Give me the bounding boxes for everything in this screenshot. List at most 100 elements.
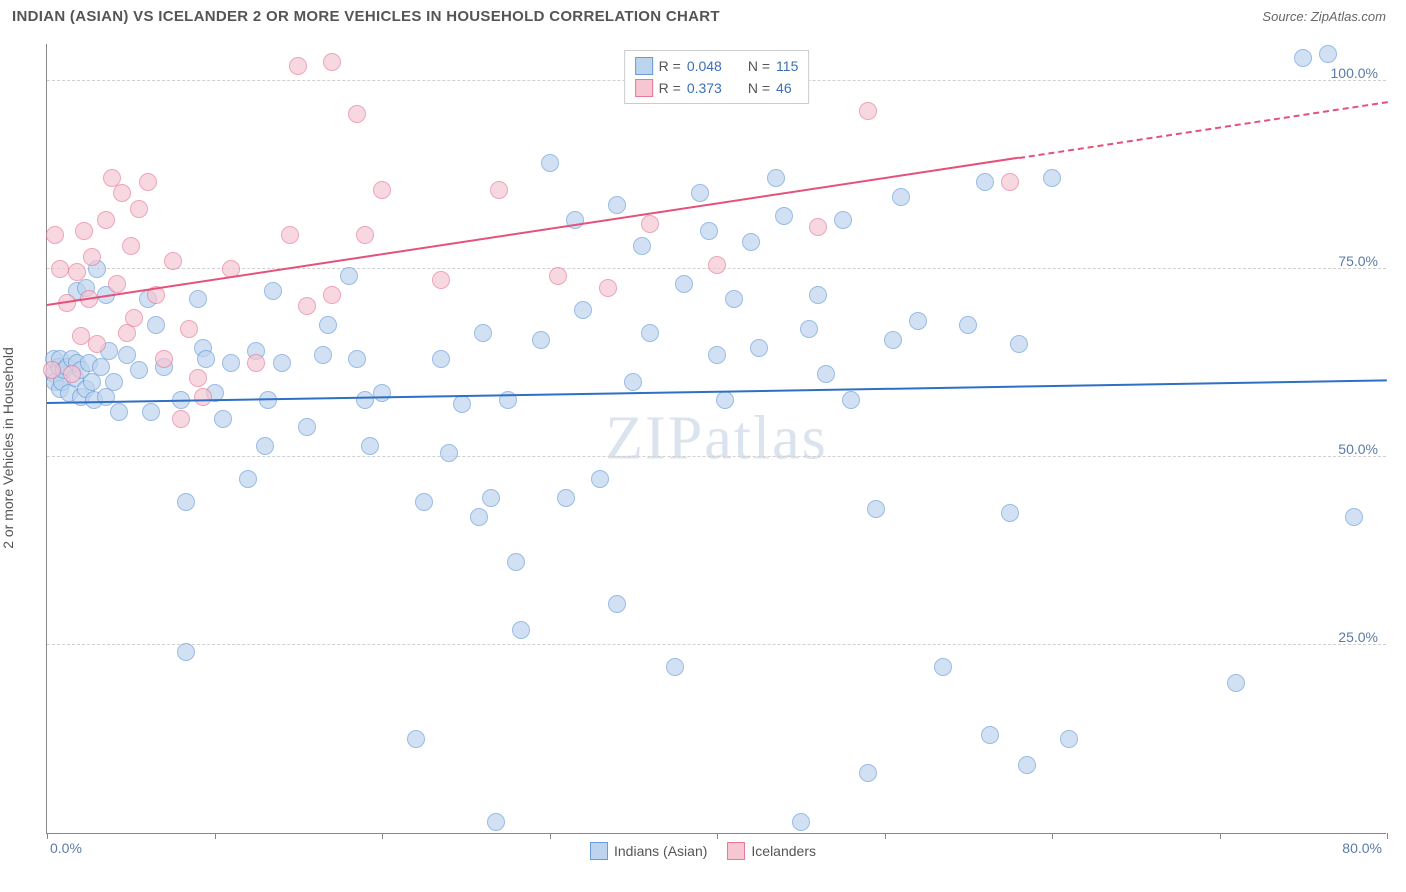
scatter-point <box>470 508 488 526</box>
scatter-point <box>264 282 282 300</box>
scatter-point <box>43 361 61 379</box>
y-tick-label: 50.0% <box>1338 441 1378 457</box>
scatter-point <box>319 316 337 334</box>
legend-n-label: N = <box>748 80 770 96</box>
scatter-point <box>281 226 299 244</box>
scatter-point <box>800 320 818 338</box>
legend-n-value: 115 <box>776 58 798 74</box>
scatter-point <box>716 391 734 409</box>
scatter-point <box>549 267 567 285</box>
scatter-point <box>289 57 307 75</box>
scatter-point <box>708 346 726 364</box>
gridline <box>47 456 1386 457</box>
scatter-point <box>792 813 810 831</box>
scatter-point <box>691 184 709 202</box>
legend-r-value: 0.373 <box>687 80 722 96</box>
x-tick <box>717 833 718 839</box>
scatter-point <box>934 658 952 676</box>
scatter-point <box>981 726 999 744</box>
watermark: ZIPatlas <box>605 403 828 474</box>
scatter-point <box>155 350 173 368</box>
scatter-point <box>1319 45 1337 63</box>
scatter-point <box>842 391 860 409</box>
scatter-point <box>474 324 492 342</box>
legend-swatch <box>635 57 653 75</box>
scatter-point <box>113 184 131 202</box>
scatter-point <box>708 256 726 274</box>
scatter-point <box>172 410 190 428</box>
scatter-point <box>440 444 458 462</box>
scatter-point <box>314 346 332 364</box>
scatter-point <box>884 331 902 349</box>
scatter-point <box>415 493 433 511</box>
scatter-point <box>130 361 148 379</box>
scatter-point <box>164 252 182 270</box>
source: Source: ZipAtlas.com <box>1262 9 1386 24</box>
scatter-point <box>348 105 366 123</box>
scatter-point <box>239 470 257 488</box>
scatter-chart: ZIPatlas 25.0%50.0%75.0%100.0%R =0.048N … <box>46 44 1386 834</box>
scatter-point <box>125 309 143 327</box>
x-tick <box>1387 833 1388 839</box>
scatter-point <box>361 437 379 455</box>
legend-item: Indians (Asian) <box>590 842 707 860</box>
scatter-point <box>105 373 123 391</box>
scatter-point <box>75 222 93 240</box>
x-tick <box>1052 833 1053 839</box>
scatter-point <box>273 354 291 372</box>
legend-item: Icelanders <box>727 842 816 860</box>
x-tick <box>1220 833 1221 839</box>
scatter-point <box>194 388 212 406</box>
scatter-point <box>532 331 550 349</box>
legend-swatch <box>635 79 653 97</box>
gridline <box>47 644 1386 645</box>
scatter-point <box>859 764 877 782</box>
scatter-point <box>641 324 659 342</box>
legend-stats-row: R =0.048N =115 <box>635 55 799 77</box>
header: INDIAN (ASIAN) VS ICELANDER 2 OR MORE VE… <box>0 0 1406 29</box>
scatter-point <box>139 173 157 191</box>
scatter-point <box>909 312 927 330</box>
scatter-point <box>1001 504 1019 522</box>
scatter-point <box>222 354 240 372</box>
scatter-point <box>1018 756 1036 774</box>
scatter-point <box>675 275 693 293</box>
scatter-point <box>817 365 835 383</box>
scatter-point <box>298 418 316 436</box>
scatter-point <box>541 154 559 172</box>
scatter-point <box>83 248 101 266</box>
trend-line <box>47 157 1019 306</box>
scatter-point <box>68 263 86 281</box>
scatter-point <box>834 211 852 229</box>
scatter-point <box>130 200 148 218</box>
scatter-point <box>700 222 718 240</box>
scatter-point <box>487 813 505 831</box>
x-tick <box>215 833 216 839</box>
scatter-point <box>177 493 195 511</box>
scatter-point <box>1010 335 1028 353</box>
scatter-point <box>1294 49 1312 67</box>
scatter-point <box>859 102 877 120</box>
scatter-point <box>1060 730 1078 748</box>
scatter-point <box>574 301 592 319</box>
source-label: Source: <box>1262 9 1307 24</box>
scatter-point <box>767 169 785 187</box>
scatter-point <box>247 354 265 372</box>
scatter-point <box>1001 173 1019 191</box>
x-axis-min-label: 0.0% <box>50 840 82 856</box>
legend-swatch <box>727 842 745 860</box>
scatter-point <box>633 237 651 255</box>
y-tick-label: 25.0% <box>1338 629 1378 645</box>
scatter-point <box>482 489 500 507</box>
scatter-point <box>373 384 391 402</box>
scatter-point <box>742 233 760 251</box>
scatter-point <box>750 339 768 357</box>
x-tick <box>550 833 551 839</box>
scatter-point <box>373 181 391 199</box>
scatter-point <box>599 279 617 297</box>
scatter-point <box>507 553 525 571</box>
x-axis-max-label: 80.0% <box>1342 840 1382 856</box>
legend-r-value: 0.048 <box>687 58 722 74</box>
scatter-point <box>432 271 450 289</box>
scatter-point <box>259 391 277 409</box>
